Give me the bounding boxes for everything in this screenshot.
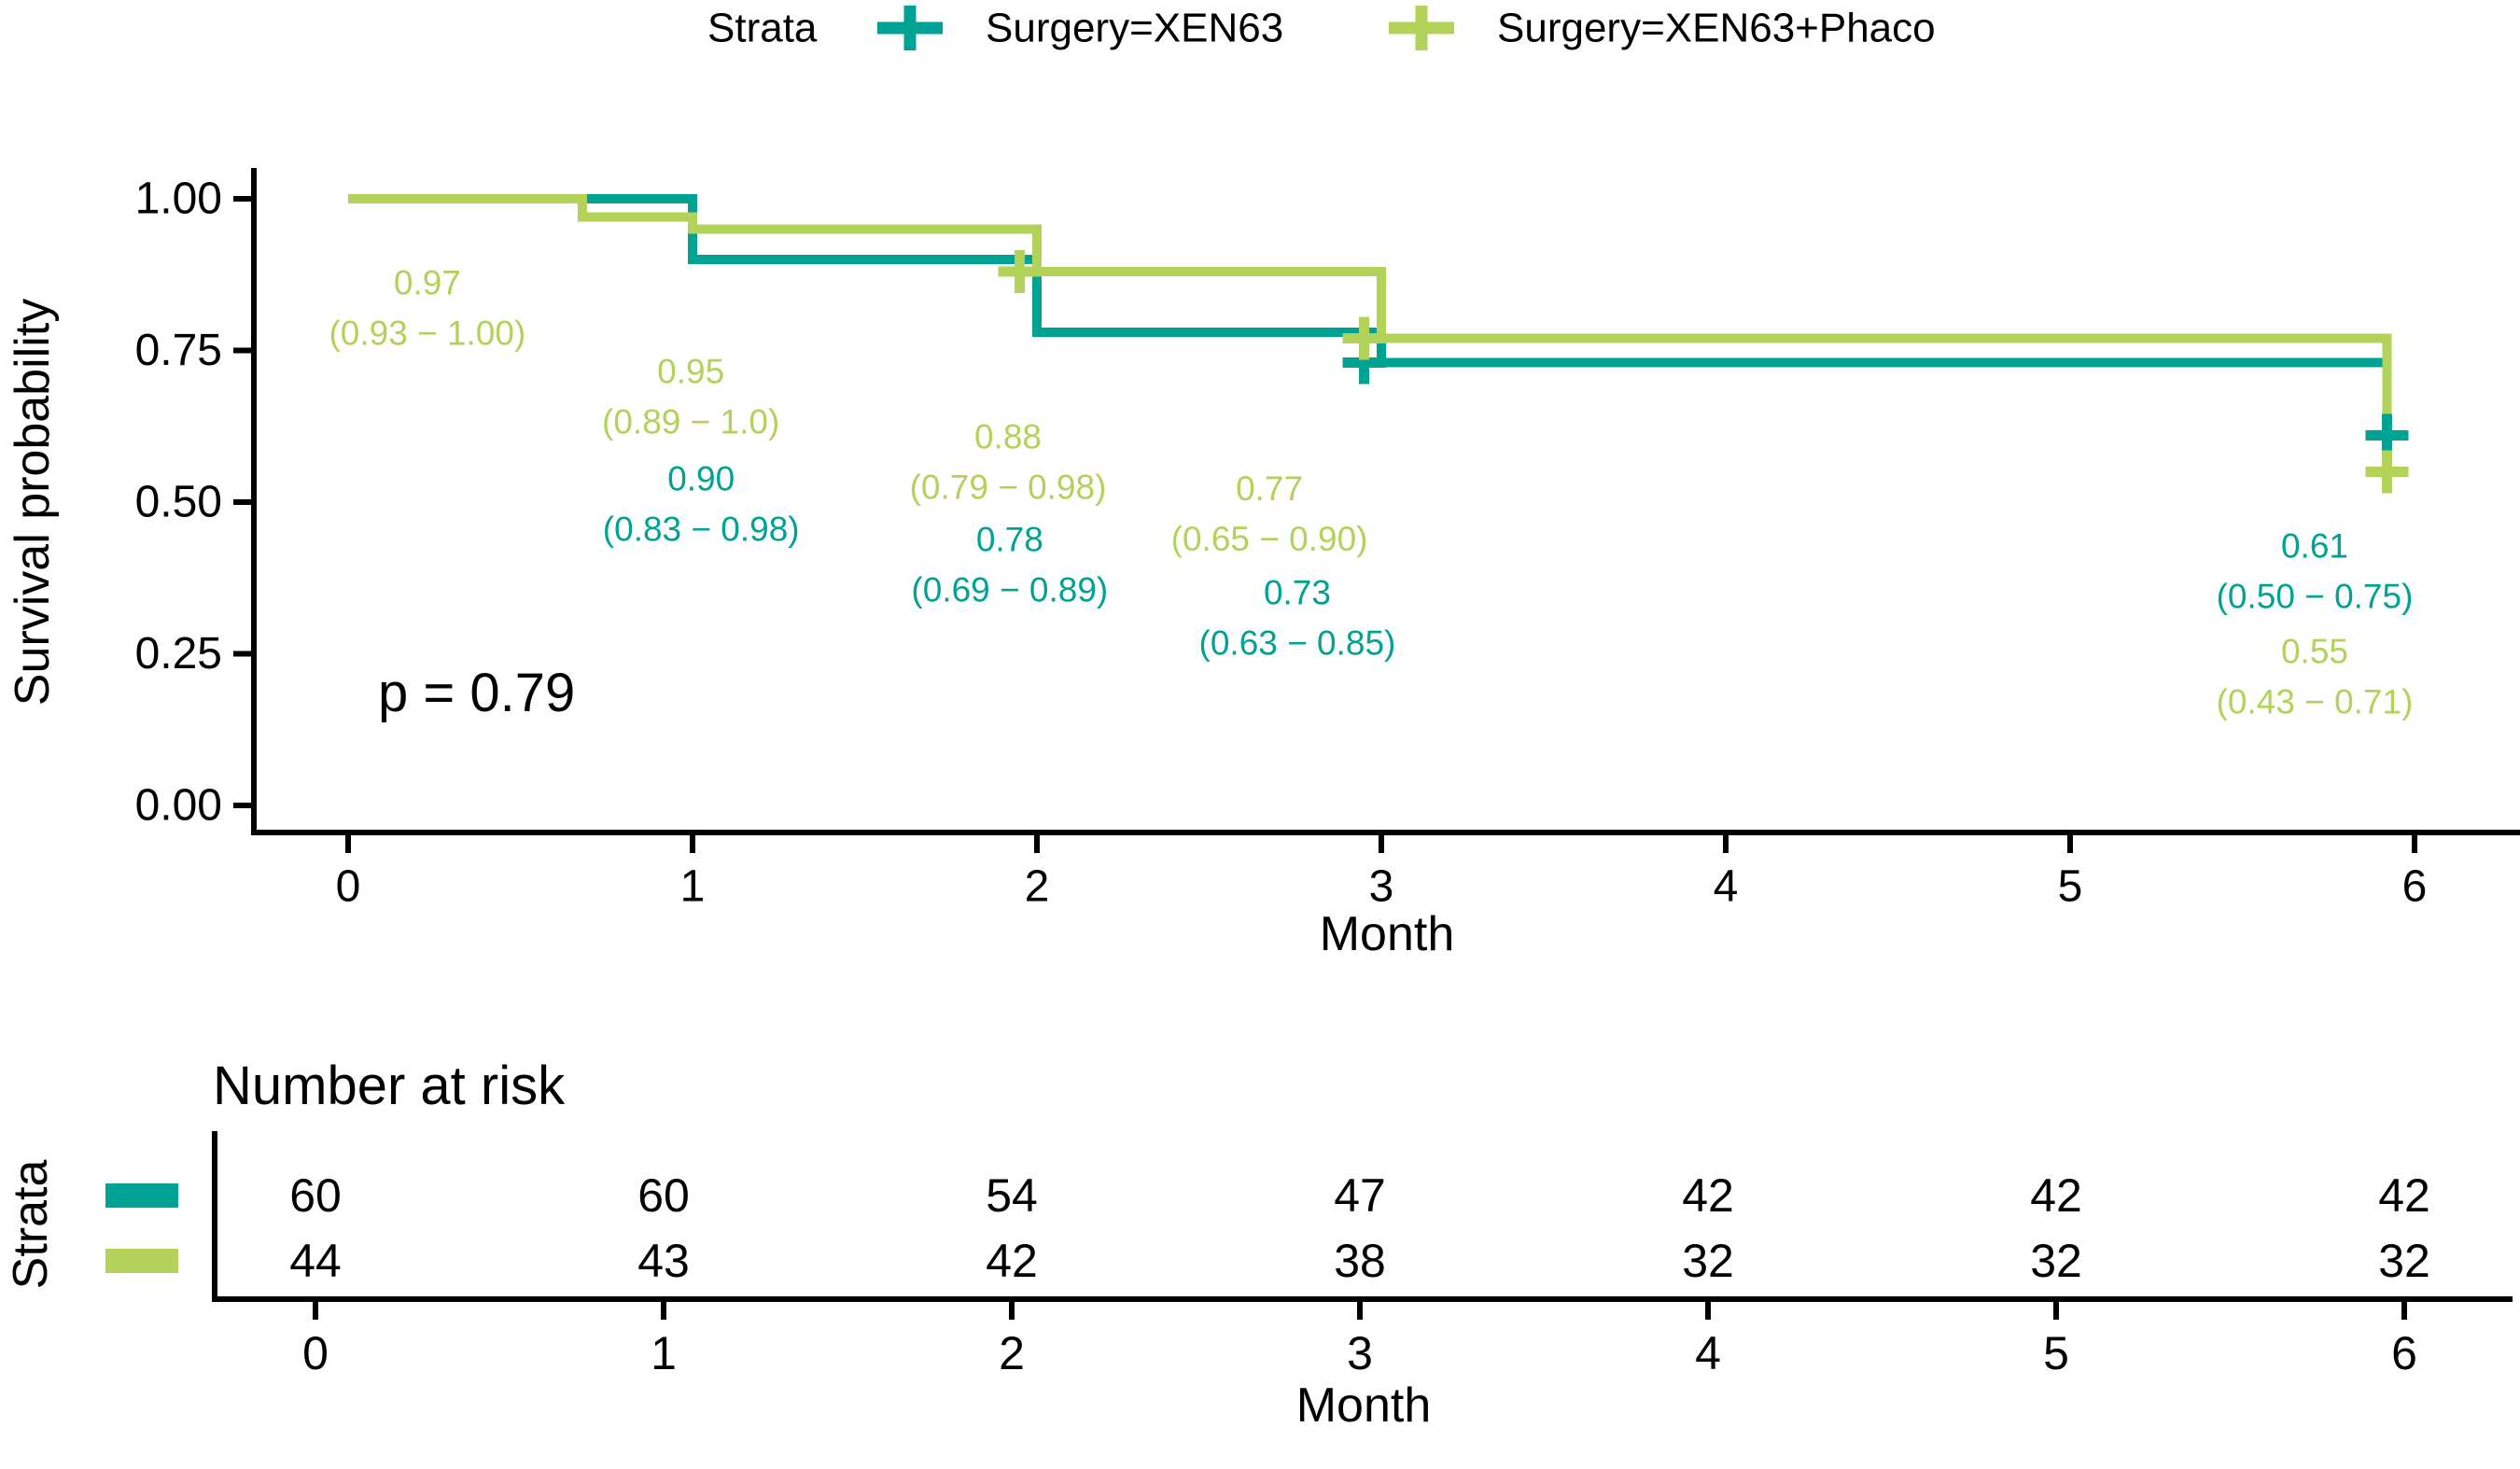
annotation-line: (0.50 − 0.75) [2217, 578, 2414, 616]
x-tick-label: 0 [336, 862, 361, 912]
risk-count: 47 [1334, 1169, 1386, 1222]
annotation-line: (0.93 − 1.00) [329, 315, 525, 353]
x-tick-label: 2 [1025, 862, 1050, 912]
risk-count: 32 [2378, 1235, 2430, 1287]
risk-x-tick-label: 1 [651, 1327, 677, 1379]
risk-x-tick-label: 5 [2043, 1327, 2069, 1379]
legend-title: Strata [707, 6, 818, 51]
x-tick-label: 3 [1369, 862, 1394, 912]
risk-count: 60 [637, 1169, 690, 1222]
annotation-line: 0.95 [657, 352, 724, 390]
risk-table-title: Number at risk [213, 1056, 566, 1116]
y-axis-ticks: 0.00 0.25 0.50 0.75 1.00 [135, 175, 254, 831]
x-tick-label: 1 [680, 862, 706, 912]
y-tick-label: 1.00 [135, 175, 222, 224]
annotation-line: (0.65 − 0.90) [1171, 520, 1368, 558]
annotation-line: 0.61 [2281, 527, 2348, 566]
y-tick-label: 0.50 [135, 478, 222, 527]
risk-x-tick-label: 2 [999, 1327, 1025, 1379]
risk-count: 43 [637, 1235, 690, 1287]
risk-count: 44 [289, 1235, 342, 1287]
annotation-line: 0.90 [667, 459, 735, 497]
annotation-line: 0.77 [1236, 469, 1303, 508]
legend-label-xen63-phaco: Surgery=XEN63+Phaco [1497, 6, 1936, 51]
annotation-line: (0.79 − 0.98) [910, 469, 1107, 507]
annotation-line: 0.55 [2281, 633, 2348, 671]
annotation-line: 0.78 [976, 520, 1043, 558]
y-tick-label: 0.25 [135, 629, 222, 679]
annotation-line: (0.83 − 0.98) [603, 510, 800, 548]
legend-key-xen63-phaco [1389, 6, 1454, 50]
strata-swatch-xen63-phaco [105, 1249, 178, 1273]
risk-count: 38 [1334, 1235, 1386, 1287]
survival-curves [348, 194, 2392, 472]
risk-x-tick-label: 0 [302, 1327, 329, 1379]
annotation-line: (0.89 − 1.0) [602, 402, 779, 441]
annotation-line: (0.69 − 0.89) [911, 570, 1108, 609]
x-tick-label: 6 [2402, 862, 2428, 912]
annotation-line: (0.43 − 0.71) [2217, 683, 2414, 721]
curve-1 [348, 194, 2392, 472]
x-axis-ticks: 0 1 2 3 4 5 6 [336, 832, 2428, 912]
x-tick-label: 5 [2058, 862, 2083, 912]
risk-x-tick-label: 4 [1695, 1327, 1721, 1379]
y-tick-label: 0.00 [135, 781, 222, 831]
risk-table-strata-label: Strata [4, 1160, 58, 1290]
risk-count: 32 [2030, 1235, 2082, 1287]
risk-x-axis-title: Month [1296, 1378, 1432, 1433]
main-plot: 0.00 0.25 0.50 0.75 1.00 0 1 2 3 4 5 6 Month Survi… [6, 168, 2520, 961]
censor-marks [998, 250, 2409, 494]
risk-count: 60 [289, 1169, 342, 1222]
estimate-annotations: 0.97 (0.93 − 1.00) 0.95 (0.89 − 1.0) 0.90 (0.… [329, 264, 2413, 721]
legend: Strata Surgery=XEN63 Surgery=XEN63+Phaco [707, 6, 1936, 51]
y-axis-title: Survival probability [6, 299, 60, 706]
p-value-label: p = 0.79 [378, 663, 575, 723]
annotation-line: 0.73 [1264, 574, 1331, 612]
risk-x-tick-label: 3 [1347, 1327, 1373, 1379]
risk-axis-ticks: 0 1 2 3 4 5 6 [302, 1299, 2417, 1379]
risk-count: 42 [986, 1235, 1038, 1287]
risk-count: 42 [2378, 1169, 2430, 1222]
risk-counts: 60 60 54 47 42 42 42 44 43 42 38 32 32 32 [289, 1169, 2430, 1287]
strata-swatch-xen63 [105, 1183, 178, 1208]
annotation-line: 0.97 [394, 264, 461, 302]
legend-label-xen63: Surgery=XEN63 [986, 6, 1283, 51]
annotation-line: (0.63 − 0.85) [1199, 624, 1396, 663]
risk-count: 54 [986, 1169, 1038, 1222]
legend-key-xen63 [877, 6, 943, 50]
y-tick-label: 0.75 [135, 326, 222, 375]
risk-count: 42 [1682, 1169, 1734, 1222]
risk-count: 42 [2030, 1169, 2082, 1222]
annotation-line: 0.88 [974, 418, 1042, 456]
x-tick-label: 4 [1714, 862, 1739, 912]
risk-count: 32 [1682, 1235, 1734, 1287]
risk-x-tick-label: 6 [2391, 1327, 2417, 1379]
x-axis-title: Month [1320, 907, 1455, 961]
